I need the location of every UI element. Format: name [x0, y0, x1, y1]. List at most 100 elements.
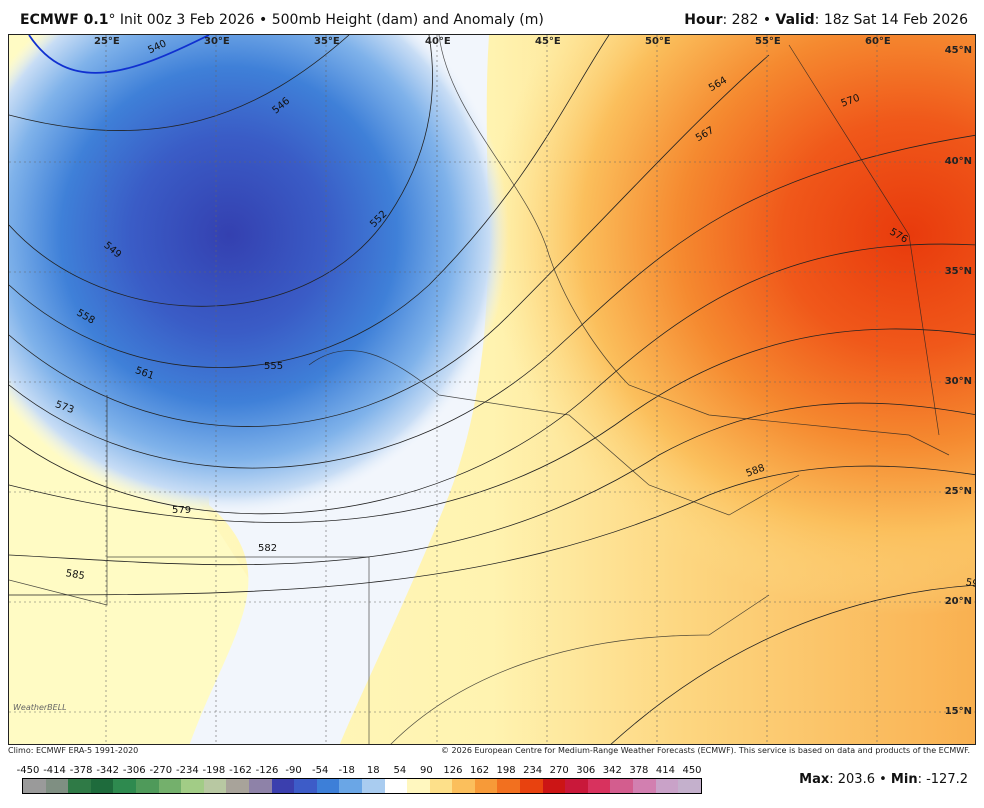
model-name: ECMWF 0.1	[20, 12, 109, 28]
colorbar-tick-label: -90	[285, 765, 302, 776]
colorbar-swatch	[90, 779, 114, 793]
colorbar-swatch	[339, 779, 362, 793]
colorbar-swatch	[203, 779, 227, 793]
latitude-label: 20°N	[944, 596, 972, 607]
latitude-label: 15°N	[944, 706, 972, 717]
colorbar-tick-label: 414	[655, 765, 675, 776]
colorbar-tick-label: -234	[176, 765, 199, 776]
colorbar-tick-label: -198	[202, 765, 226, 776]
weatherbell-logo: WeatherBELL	[13, 703, 67, 712]
colorbar-swatch	[587, 779, 611, 793]
colorbar-tick-label: -306	[122, 765, 146, 776]
latitude-label: 40°N	[944, 156, 972, 167]
colorbar-swatch	[542, 779, 566, 793]
latitude-label: 25°N	[944, 486, 972, 497]
colorbar-swatch	[271, 779, 295, 793]
colorbar-tick-label: 198	[496, 765, 516, 776]
colorbar-tick-label: -450	[16, 765, 40, 776]
longitude-label: 55°E	[755, 36, 781, 47]
colorbar-swatch	[113, 779, 136, 793]
contour-label: 555	[264, 361, 283, 372]
colorbar-tick-label: 450	[682, 765, 702, 776]
contour-label: 585	[65, 568, 86, 582]
colorbar-tick-label: -54	[311, 765, 329, 776]
colorbar-swatch	[520, 779, 543, 793]
colorbar-swatch	[633, 779, 656, 793]
colorbar-tick-label: 18	[366, 765, 380, 776]
latitude-label: 35°N	[944, 266, 972, 277]
max-min-readout: Max: 203.6 • Min: -127.2	[799, 772, 968, 787]
colorbar-tick-label: -378	[69, 765, 93, 776]
max-label: Max	[799, 772, 830, 787]
copyright-note: © 2026 European Centre for Medium-Range …	[441, 746, 970, 755]
colorbar-swatch	[565, 779, 588, 793]
colorbar-swatch	[610, 779, 634, 793]
max-value: : 203.6 •	[829, 772, 891, 787]
colorbar-swatch	[135, 779, 159, 793]
colorbar-swatch	[452, 779, 475, 793]
colorbar-tick-label: 342	[602, 765, 622, 776]
colorbar-swatch	[23, 779, 46, 793]
colorbar-tick-label: -414	[43, 765, 66, 776]
map-title: ECMWF 0.1° Init 00z 3 Feb 2026 • 500mb H…	[20, 12, 544, 28]
colorbar-swatch	[655, 779, 679, 793]
colorbar-swatch	[45, 779, 69, 793]
latitude-label: 30°N	[944, 376, 972, 387]
colorbar-swatch	[407, 779, 430, 793]
anomaly-map: 540 546 549 552 555 558 561 564 567 570 573 576 579 5…	[8, 34, 976, 745]
colorbar-tick-label: 54	[393, 765, 407, 776]
contour-label: 579	[172, 505, 191, 516]
negative-anomaly	[9, 35, 509, 515]
colorbar-tick-label: 270	[549, 765, 569, 776]
colorbar-tick-label: 162	[469, 765, 490, 776]
longitude-label: 45°E	[535, 36, 561, 47]
colorbar-tick-label: 306	[576, 765, 596, 776]
longitude-label: 40°E	[425, 36, 451, 47]
climo-note: Climo: ECMWF ERA-5 1991-2020	[8, 746, 139, 755]
colorbar-swatch	[316, 779, 340, 793]
colorbar-tick-label: 126	[443, 765, 463, 776]
valid-time: Hour: 282 • Valid: 18z Sat 14 Feb 2026	[684, 12, 968, 28]
valid-label: Valid	[775, 12, 815, 28]
colorbar-tick-label: 90	[420, 765, 433, 776]
longitude-label: 60°E	[865, 36, 891, 47]
colorbar-tick-label: -162	[229, 765, 252, 776]
positive-anomaly	[489, 35, 975, 615]
colorbar-tick-label: -126	[255, 765, 279, 776]
colorbar-swatch	[429, 779, 453, 793]
colorbar-tick-label: -342	[96, 765, 120, 776]
longitude-label: 50°E	[645, 36, 671, 47]
colorbar-swatch	[678, 779, 701, 793]
degree-symbol: °	[108, 12, 116, 28]
longitude-label: 25°E	[94, 36, 120, 47]
min-label: Min	[890, 772, 918, 787]
graticule	[9, 35, 975, 744]
contour-label: 591	[965, 577, 976, 591]
latitude-label: 45°N	[944, 45, 972, 56]
coastlines-borders	[9, 35, 950, 744]
colorbar-swatch	[294, 779, 317, 793]
colorbar-swatch	[226, 779, 249, 793]
hour-value: : 282 •	[722, 12, 776, 28]
init-info: Init 00z 3 Feb 2026 • 500mb Height (dam)…	[115, 12, 544, 28]
hour-label: Hour	[684, 12, 723, 28]
colorbar-swatch	[181, 779, 204, 793]
colorbar-tick-label: -270	[149, 765, 173, 776]
colorbar-swatch	[384, 779, 408, 793]
height-contours	[9, 35, 975, 744]
colorbar-swatch	[248, 779, 272, 793]
longitude-label: 30°E	[204, 36, 230, 47]
contour-label: 582	[258, 543, 277, 554]
colorbar-tick-label: 234	[523, 765, 543, 776]
map-canvas: 5405465495525555585615645675705735765795…	[9, 35, 976, 744]
colorbar	[22, 778, 702, 794]
min-value: : -127.2	[917, 772, 968, 787]
colorbar-tick-label: -18	[338, 765, 355, 776]
colorbar-swatch	[497, 779, 521, 793]
colorbar-swatch	[158, 779, 182, 793]
colorbar-swatch	[68, 779, 91, 793]
colorbar-tick-label: 378	[629, 765, 649, 776]
colorbar-swatch	[474, 779, 498, 793]
valid-value: : 18z Sat 14 Feb 2026	[814, 12, 968, 28]
